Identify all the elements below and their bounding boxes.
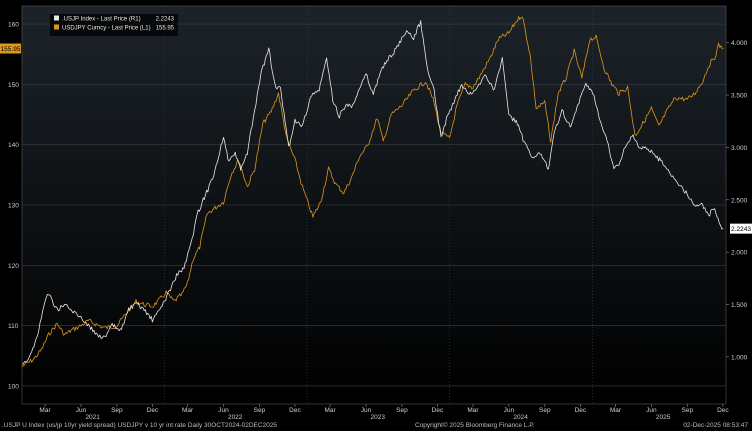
left-last-value-text: 155.95 (1, 46, 21, 53)
right-axis: 1.000 1.500 2.000 2.500 3.000 3.500 4.000 (726, 40, 748, 361)
x-axis-month-label: Jun (76, 407, 87, 414)
footer-description: .USJP U Index (us/jp 10yr yield spread) … (2, 422, 278, 429)
x-axis-year-label: 2022 (228, 414, 243, 420)
legend-value: 155.95 (156, 25, 175, 31)
grid-lines (21, 5, 727, 405)
left-axis-tick-label: 110 (8, 323, 19, 330)
right-axis-tick-label: 4.000 (731, 40, 748, 47)
x-axis-month-label: Dec (289, 407, 301, 414)
legend-swatch (54, 15, 59, 21)
series-line-usjp-spread (21, 20, 724, 365)
right-axis-tick-label: 1.000 (731, 354, 748, 361)
right-last-value-text: 2.2243 (731, 226, 751, 233)
x-axis-year-label: 2025 (656, 414, 671, 420)
x-axis: Mar Jun Sep Dec Mar Jun Sep Dec Mar Jun Sep Dec Mar J… (39, 404, 729, 421)
x-axis-month-label: Mar (467, 407, 479, 414)
x-axis-year-label: 2024 (513, 414, 528, 420)
x-axis-month-label: Dec (717, 407, 729, 414)
x-axis-year-label: 2023 (370, 414, 385, 420)
right-last-value-tag (730, 223, 752, 234)
x-axis-month-label: Jun (646, 407, 657, 414)
x-axis-month-label: Sep (254, 407, 266, 414)
x-axis-month-label: Jun (504, 407, 515, 414)
x-axis-month-label: Mar (324, 407, 336, 414)
chart-svg: 100 110 120 130 140 150 160 1.000 1.500 2.000 2.5… (0, 5, 752, 421)
footer-bar: .USJP U Index (us/jp 10yr yield spread) … (0, 420, 752, 431)
x-axis-month-label: Sep (682, 407, 694, 414)
right-axis-tick-label: 3.000 (731, 145, 748, 152)
left-axis: 100 110 120 130 140 150 160 (8, 22, 19, 391)
x-axis-month-label: Dec (432, 407, 444, 414)
legend-box (50, 14, 178, 36)
x-axis-month-label: Dec (575, 407, 587, 414)
legend-label: .USJP Index - Last Price (R1) (62, 16, 141, 22)
x-axis-month-label: Mar (610, 407, 622, 414)
legend-label: USDJPY Curncy - Last Price (L1) (62, 25, 151, 31)
x-axis-year-label: 2021 (85, 414, 100, 420)
legend-swatch (54, 24, 59, 30)
left-axis-tick-label: 100 (8, 383, 19, 390)
footer-timestamp: 02-Dec-2025 08:53:47 (683, 422, 748, 429)
left-axis-tick-label: 120 (8, 263, 19, 270)
legend-value: 2.2243 (156, 16, 175, 22)
left-axis-tick-label: 140 (8, 142, 19, 149)
right-axis-tick-label: 1.500 (731, 302, 748, 309)
legend: .USJP Index - Last Price (R1) 2.2243 USDJP… (50, 14, 178, 36)
left-axis-tick-label: 130 (8, 203, 19, 210)
left-axis-tick-label: 160 (8, 22, 19, 29)
series-layer (21, 16, 724, 367)
right-axis-tick-label: 2.500 (731, 197, 748, 204)
right-axis-tick-label: 3.500 (731, 93, 748, 100)
x-axis-month-label: Mar (182, 407, 194, 414)
x-axis-month-label: Jun (361, 407, 372, 414)
right-axis-tick-label: 2.000 (731, 250, 748, 257)
x-axis-month-label: Jun (218, 407, 229, 414)
footer-copyright: Copyright© 2025 Bloomberg Finance L.P. (415, 422, 535, 429)
series-line-usdjpy (21, 16, 724, 367)
x-axis-month-label: Sep (539, 407, 551, 414)
x-axis-month-label: Sep (396, 407, 408, 414)
last-value-tags: 155.95 2.2243 (0, 43, 752, 234)
left-axis-tick-label: 150 (8, 82, 19, 89)
x-axis-month-label: Dec (147, 407, 159, 414)
plot-border (21, 5, 727, 405)
x-axis-month-label: Mar (39, 407, 51, 414)
left-last-value-tag (0, 43, 21, 54)
x-axis-month-label: Sep (111, 407, 123, 414)
